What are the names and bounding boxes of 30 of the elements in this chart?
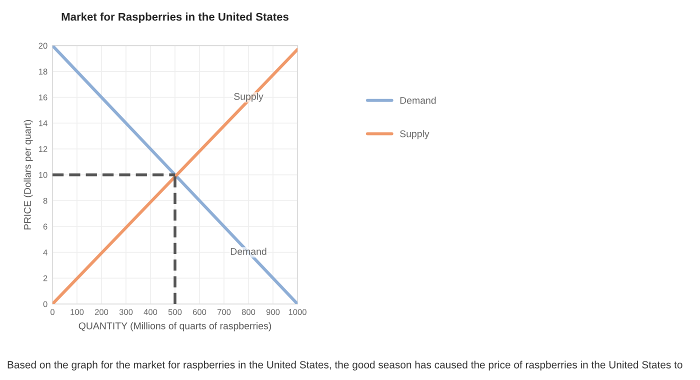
x-tick-label: 100 <box>70 309 84 315</box>
x-tick-label: 0 <box>50 309 54 315</box>
y-tick-label: 8 <box>43 198 48 204</box>
annotation: Supply <box>234 92 264 102</box>
x-tick-label: 1000 <box>288 309 306 315</box>
y-tick-label: 12 <box>39 146 48 152</box>
y-tick-label: 18 <box>39 68 48 75</box>
legend-label: Supply <box>400 130 430 140</box>
y-tick-label: 2 <box>43 275 48 282</box>
x-tick-label: 800 <box>242 309 256 315</box>
y-tick-label: 10 <box>39 172 48 178</box>
text: Based on the graph for the market for raspberries in the United States, the good season has caused the price of raspberries in the United States to <box>8 360 682 370</box>
y-tick-label: 16 <box>39 94 48 100</box>
y-axis-title: PRICE (Dollars per quart) <box>24 120 33 230</box>
x-tick-label: 200 <box>94 309 108 315</box>
legend-label: Demand <box>400 96 436 104</box>
x-tick-label: 600 <box>192 309 206 315</box>
y-tick-label: 6 <box>43 224 48 230</box>
y-tick-label: 4 <box>43 250 48 256</box>
chart-title: Market for Raspberries in the United States <box>62 12 288 23</box>
annotation: Demand <box>230 248 266 255</box>
x-tick-label: 900 <box>266 309 280 315</box>
x-axis-title: QUANTITY (Millions of quarts of raspberries) <box>78 322 272 332</box>
y-tick-label: 0 <box>43 301 48 308</box>
x-tick-label: 700 <box>217 309 231 315</box>
x-tick-label: 500 <box>168 309 182 315</box>
y-tick-label: 20 <box>38 42 48 49</box>
y-tick-label: 14 <box>39 120 48 126</box>
x-tick-label: 300 <box>119 309 133 315</box>
x-tick-label: 400 <box>144 309 158 315</box>
